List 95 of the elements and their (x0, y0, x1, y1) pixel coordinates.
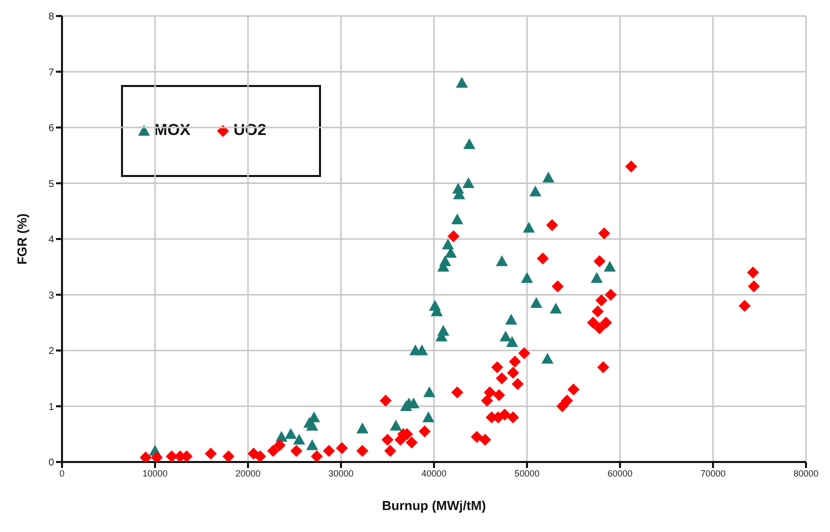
point (140, 452, 152, 462)
point (518, 347, 530, 360)
point (390, 420, 402, 431)
point (625, 160, 638, 173)
point (290, 444, 302, 457)
point (462, 177, 474, 188)
point (384, 444, 396, 457)
point (409, 344, 422, 356)
point (604, 260, 616, 272)
point (746, 266, 759, 278)
point (481, 394, 494, 407)
point (600, 316, 612, 329)
point (310, 450, 323, 462)
point (496, 372, 508, 384)
point (463, 138, 476, 150)
point (536, 252, 549, 265)
x-tick-label: 80000 (793, 468, 819, 478)
point (254, 450, 266, 462)
point (552, 280, 564, 292)
x-tick-label: 70000 (700, 468, 726, 478)
point (356, 444, 368, 457)
point (568, 384, 580, 396)
point (500, 330, 512, 342)
point (380, 394, 392, 407)
point (150, 452, 163, 462)
point (550, 302, 562, 314)
x-tick-label: 20000 (235, 468, 261, 478)
x-axis-title: Burnup (MWj/tM) (382, 498, 486, 513)
point (484, 386, 496, 398)
point (592, 305, 604, 318)
point (322, 444, 335, 457)
y-tick-label: 1 (48, 402, 54, 413)
x-tick-label: 50000 (514, 468, 540, 478)
point (748, 280, 760, 292)
y-tick-label: 4 (48, 234, 54, 246)
point (505, 314, 518, 325)
point (456, 76, 468, 88)
point (479, 434, 492, 446)
x-tick-label: 40000 (421, 468, 447, 478)
point (382, 434, 394, 446)
point (493, 389, 506, 402)
y-tick-label: 3 (48, 290, 54, 302)
point (506, 336, 518, 347)
point (530, 297, 542, 308)
y-tick-label: 6 (48, 123, 54, 134)
point (222, 450, 234, 462)
point (496, 255, 508, 266)
y-tick-label: 5 (48, 178, 54, 190)
point (738, 300, 751, 312)
point (274, 439, 286, 452)
point (422, 411, 434, 422)
point (507, 411, 520, 424)
point (451, 386, 464, 398)
point (597, 361, 610, 374)
point (594, 322, 606, 334)
point (442, 238, 454, 250)
point (423, 386, 436, 398)
point (293, 434, 306, 444)
point (587, 316, 600, 329)
point (595, 294, 608, 306)
point (590, 272, 603, 283)
point (267, 444, 280, 457)
y-axis-title: FGR (%) (14, 213, 30, 265)
x-tick-label: 30000 (328, 468, 354, 478)
point (306, 439, 318, 450)
point (521, 272, 533, 283)
point (508, 356, 521, 368)
point (406, 436, 418, 448)
point (529, 186, 542, 196)
y-tick-label: 8 (48, 12, 54, 23)
y-tick-label: 0 (48, 458, 54, 469)
point (541, 352, 554, 364)
point (356, 422, 368, 434)
point (448, 230, 460, 242)
point (284, 428, 297, 439)
point (336, 442, 348, 454)
y-tick-label: 2 (48, 346, 54, 358)
point (556, 400, 568, 412)
point (604, 288, 617, 301)
point (594, 255, 606, 268)
point (512, 378, 524, 390)
point (507, 366, 520, 379)
point (470, 430, 483, 443)
y-tick-label: 7 (48, 67, 54, 78)
x-tick-label: 0 (59, 468, 65, 478)
point (522, 222, 535, 233)
point (542, 172, 554, 182)
point (491, 361, 504, 374)
x-tick-label: 10000 (142, 468, 168, 478)
point (598, 227, 610, 240)
x-tick-label: 60000 (607, 468, 633, 478)
point (418, 425, 431, 438)
point (451, 213, 464, 224)
point (204, 448, 217, 460)
point (546, 219, 558, 232)
